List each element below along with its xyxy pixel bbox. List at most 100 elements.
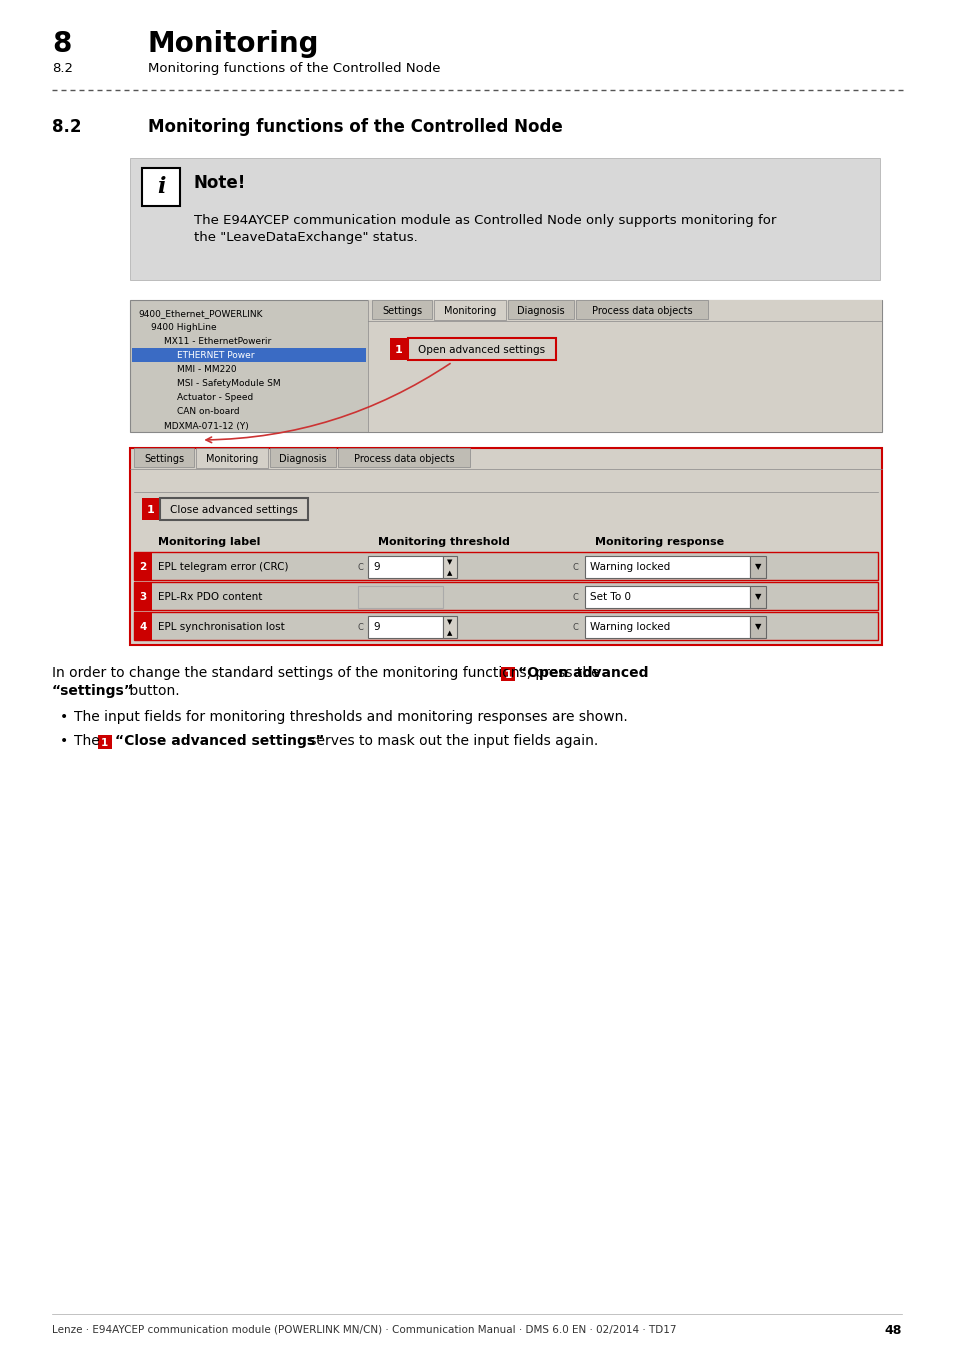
- Text: Warning locked: Warning locked: [589, 562, 670, 572]
- Text: Monitoring functions of the Controlled Node: Monitoring functions of the Controlled N…: [148, 62, 440, 76]
- Text: 8.2: 8.2: [52, 62, 73, 76]
- Text: In order to change the standard settings of the monitoring functions, press the: In order to change the standard settings…: [52, 666, 603, 680]
- Text: C: C: [573, 563, 578, 571]
- Text: Set To 0: Set To 0: [589, 593, 630, 602]
- Text: Settings: Settings: [381, 305, 421, 316]
- Bar: [390, 338, 408, 360]
- Bar: [133, 582, 877, 610]
- Text: i: i: [156, 176, 165, 198]
- Bar: [507, 300, 574, 319]
- Bar: [133, 448, 193, 467]
- Bar: [584, 616, 749, 639]
- Text: Monitoring threshold: Monitoring threshold: [377, 537, 509, 547]
- Text: the "LeaveDataExchange" status.: the "LeaveDataExchange" status.: [193, 231, 417, 244]
- Bar: [130, 300, 882, 432]
- Text: EPL synchronisation lost: EPL synchronisation lost: [158, 622, 284, 632]
- Text: 8.2: 8.2: [52, 117, 81, 136]
- Text: Monitoring functions of the Controlled Node: Monitoring functions of the Controlled N…: [148, 117, 562, 136]
- Text: C: C: [573, 622, 578, 632]
- Text: 2: 2: [139, 562, 147, 572]
- Text: Monitoring label: Monitoring label: [158, 537, 260, 547]
- Text: 48: 48: [883, 1324, 901, 1336]
- Text: MDXMA-071-12 (Y): MDXMA-071-12 (Y): [164, 421, 249, 431]
- Text: EPL-Rx PDO content: EPL-Rx PDO content: [158, 593, 262, 602]
- Text: 9400 HighLine: 9400 HighLine: [151, 324, 216, 332]
- Bar: [584, 586, 749, 608]
- Bar: [576, 300, 707, 319]
- Bar: [133, 552, 877, 580]
- Text: 8: 8: [52, 30, 71, 58]
- Text: ▲: ▲: [447, 630, 453, 636]
- Text: The: The: [74, 734, 104, 748]
- Text: C: C: [357, 563, 363, 571]
- Text: “settings”: “settings”: [52, 684, 133, 698]
- Text: ▼: ▼: [754, 593, 760, 602]
- Text: Actuator - Speed: Actuator - Speed: [177, 393, 253, 402]
- Text: •: •: [60, 710, 69, 724]
- Bar: [142, 167, 180, 207]
- Text: 1: 1: [395, 346, 402, 355]
- Text: Diagnosis: Diagnosis: [517, 305, 564, 316]
- Text: 1: 1: [101, 738, 108, 748]
- Bar: [337, 448, 470, 467]
- Bar: [372, 300, 432, 319]
- Bar: [142, 498, 160, 520]
- Text: •: •: [60, 734, 69, 748]
- Text: ▼: ▼: [754, 622, 760, 632]
- Text: CAN on-board: CAN on-board: [177, 408, 239, 417]
- Bar: [434, 300, 505, 320]
- Bar: [408, 338, 556, 360]
- Text: ▼: ▼: [447, 559, 453, 566]
- Bar: [195, 448, 268, 468]
- Text: button.: button.: [125, 684, 179, 698]
- Bar: [749, 586, 765, 608]
- Bar: [357, 586, 442, 608]
- Text: Note!: Note!: [193, 174, 246, 192]
- Text: C: C: [357, 622, 363, 632]
- Text: MX11 - EthernetPowerir: MX11 - EthernetPowerir: [164, 338, 271, 347]
- Text: Open advanced settings: Open advanced settings: [418, 346, 545, 355]
- Text: MMI - MM220: MMI - MM220: [177, 366, 236, 374]
- Text: Warning locked: Warning locked: [589, 622, 670, 632]
- Text: 4: 4: [139, 622, 147, 632]
- Text: Close advanced settings: Close advanced settings: [170, 505, 297, 514]
- Bar: [749, 616, 765, 639]
- Bar: [97, 734, 112, 749]
- Text: Monitoring: Monitoring: [148, 30, 319, 58]
- Text: Process data objects: Process data objects: [591, 305, 692, 316]
- Text: Settings: Settings: [144, 454, 184, 463]
- Text: serves to mask out the input fields again.: serves to mask out the input fields agai…: [304, 734, 598, 748]
- Text: Diagnosis: Diagnosis: [279, 454, 327, 463]
- Bar: [584, 556, 749, 578]
- Text: Process data objects: Process data objects: [354, 454, 454, 463]
- Text: “Close advanced settings”: “Close advanced settings”: [114, 734, 323, 748]
- Bar: [368, 556, 442, 578]
- Bar: [749, 556, 765, 578]
- Bar: [130, 158, 879, 279]
- Text: ▼: ▼: [754, 563, 760, 571]
- Bar: [270, 448, 335, 467]
- Bar: [132, 348, 366, 362]
- Text: ▲: ▲: [447, 571, 453, 576]
- Text: 3: 3: [139, 593, 147, 602]
- Text: ETHERNET Power: ETHERNET Power: [177, 351, 254, 360]
- Text: The E94AYCEP communication module as Controlled Node only supports monitoring fo: The E94AYCEP communication module as Con…: [193, 215, 776, 227]
- Bar: [442, 556, 456, 578]
- Text: “Open advanced: “Open advanced: [517, 666, 648, 680]
- Text: C: C: [573, 593, 578, 602]
- Text: Monitoring: Monitoring: [206, 454, 258, 464]
- Text: MSI - SafetyModule SM: MSI - SafetyModule SM: [177, 379, 280, 389]
- Bar: [368, 300, 882, 432]
- Bar: [133, 612, 877, 640]
- Text: 1: 1: [147, 505, 154, 514]
- Bar: [442, 616, 456, 639]
- Bar: [130, 448, 882, 645]
- Text: 9: 9: [373, 622, 379, 632]
- Bar: [501, 667, 515, 680]
- Bar: [133, 582, 152, 610]
- Text: Lenze · E94AYCEP communication module (POWERLINK MN/CN) · Communication Manual ·: Lenze · E94AYCEP communication module (P…: [52, 1324, 676, 1334]
- Bar: [133, 612, 152, 640]
- Bar: [368, 616, 442, 639]
- Text: Monitoring response: Monitoring response: [595, 537, 723, 547]
- Text: ▼: ▼: [447, 620, 453, 625]
